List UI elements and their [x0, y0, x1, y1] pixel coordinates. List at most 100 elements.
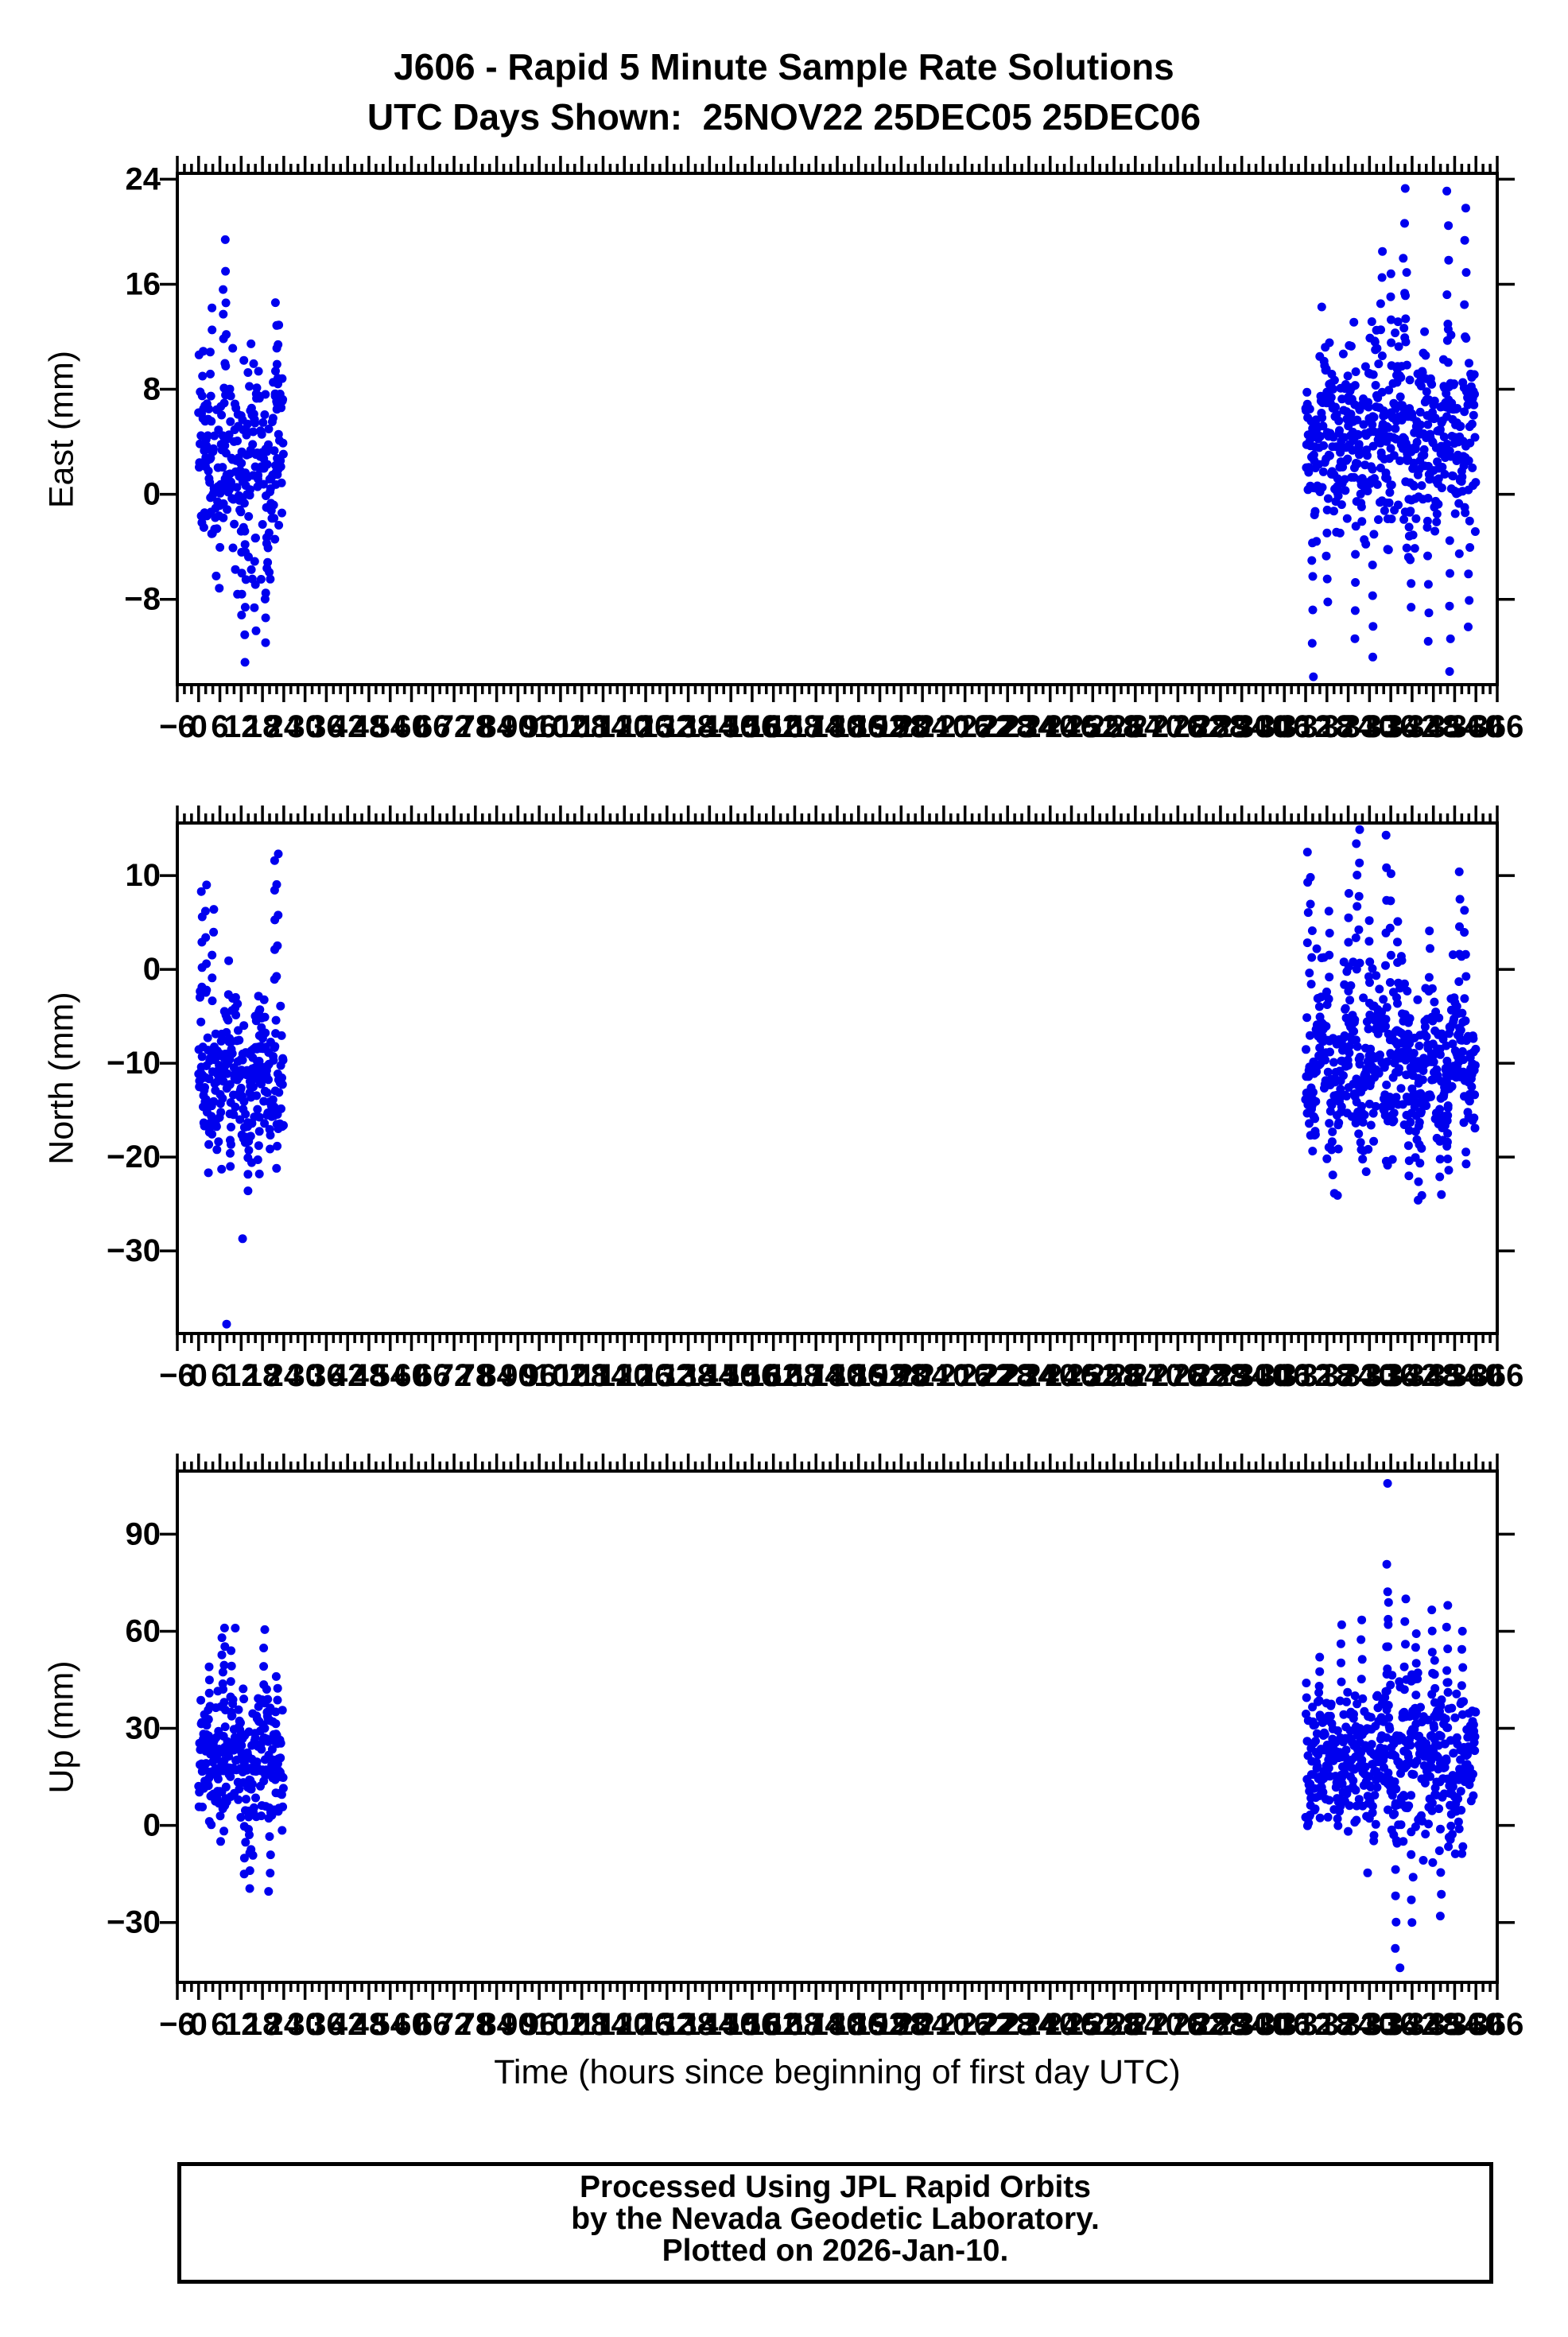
up-xtick-label: 354: [1428, 2007, 1481, 2042]
up-xtick-label: 36: [309, 2007, 344, 2042]
north-xtick-label: 324: [1322, 1358, 1375, 1393]
up-xtick-label: 198: [875, 2007, 928, 2042]
east-ticks: [160, 156, 1515, 702]
up-xtick-label: 120: [598, 2007, 651, 2042]
up-xtick-label: 12: [223, 2007, 259, 2042]
up-xtick-label: 288: [1194, 2007, 1248, 2042]
north-xtick-label: 54: [372, 1358, 408, 1393]
north-xtick-label: 30: [287, 1358, 323, 1393]
north-scatter-points: [194, 825, 1481, 1329]
east-ytick-label: 24: [126, 161, 161, 196]
north-xtick-label: 252: [1066, 1358, 1120, 1393]
up-xtick-label: 210: [917, 2007, 970, 2042]
north-xtick-label: 360: [1450, 1358, 1503, 1393]
east-xtick-label: 0: [190, 709, 208, 744]
chart-subtitle: UTC Days Shown: 25NOV22 25DEC05 25DEC06: [367, 96, 1201, 138]
east-xtick-label: 48: [351, 709, 387, 744]
up-xtick-label: 102: [534, 2007, 588, 2042]
east-xtick-label: 222: [960, 709, 1013, 744]
east-xtick-label: 54: [372, 709, 408, 744]
east-xtick-label: 168: [768, 709, 821, 744]
north-xtick-label: 96: [522, 1358, 557, 1393]
north-plot: 100−10−20−30−60 6121824303642485460667278…: [107, 806, 1523, 1393]
east-xtick-label: 90: [500, 709, 536, 744]
north-xtick-label: 150: [704, 1358, 758, 1393]
up-xtick-label: 42: [330, 2007, 366, 2042]
east-xtick-label: 6: [211, 709, 228, 744]
north-xtick-label: 216: [938, 1358, 992, 1393]
east-xtick-label: 294: [1215, 709, 1268, 744]
east-xtick-label: 102: [534, 709, 588, 744]
up-xtick-label: 144: [683, 2007, 736, 2042]
east-ytick-label: 8: [143, 372, 161, 407]
north-xtick-label: 78: [458, 1358, 494, 1393]
north-xtick-label: 18: [245, 1358, 281, 1393]
footer-line-1: Processed Using JPL Rapid Orbits: [580, 2170, 1091, 2204]
north-xtick-label: 192: [853, 1358, 906, 1393]
north-xtick-label: 354: [1428, 1358, 1481, 1393]
up-xtick-label: 204: [896, 2007, 949, 2042]
footer-text: Processed Using JPL Rapid Orbits by the …: [181, 2166, 1489, 2267]
up-xtick-label: 150: [704, 2007, 758, 2042]
north-xtick-label: 240: [1023, 1358, 1077, 1393]
east-xtick-label: 234: [1003, 709, 1056, 744]
north-xtick-label: 126: [619, 1358, 673, 1393]
north-xtick-label: 174: [790, 1358, 843, 1393]
north-xtick-label: 366: [1471, 1358, 1524, 1393]
up-xtick-label: 168: [768, 2007, 821, 2042]
north-xtick-label: 342: [1386, 1358, 1439, 1393]
east-xtick-label: 96: [522, 709, 557, 744]
up-xtick-label: 342: [1386, 2007, 1439, 2042]
up-xtick-label: 0: [190, 2007, 208, 2042]
north-xtick-label: 66: [415, 1358, 451, 1393]
north-xtick-label: 294: [1215, 1358, 1268, 1393]
east-xtick-label: 318: [1300, 709, 1353, 744]
east-xtick-label: 138: [662, 709, 715, 744]
east-ytick-label: 0: [143, 477, 161, 512]
north-xtick-label: 330: [1343, 1358, 1396, 1393]
north-xtick-label: −6: [159, 1358, 196, 1393]
up-xtick-label: 96: [522, 2007, 557, 2042]
east-xtick-label: 300: [1236, 709, 1290, 744]
north-ytick-label: −10: [107, 1046, 161, 1081]
east-xtick-label: 276: [1151, 709, 1205, 744]
up-xtick-label: 60: [394, 2007, 429, 2042]
up-ticks: [160, 1454, 1515, 2000]
up-xtick-label: 216: [938, 2007, 992, 2042]
up-xtick-label: 240: [1023, 2007, 1077, 2042]
east-xtick-label: 366: [1471, 709, 1524, 744]
east-xtick-label: 246: [1045, 709, 1098, 744]
east-xtick-label: 144: [683, 709, 736, 744]
north-xtick-label: 282: [1173, 1358, 1226, 1393]
east-xtick-label: 150: [704, 709, 758, 744]
up-scatter-points: [194, 1479, 1481, 1973]
up-xtick-label: 174: [790, 2007, 843, 2042]
east-xtick-label: 312: [1279, 709, 1333, 744]
east-xtick-label: 282: [1173, 709, 1226, 744]
north-xtick-label: 348: [1407, 1358, 1460, 1393]
east-xtick-label: 108: [555, 709, 608, 744]
north-xtick-label: 198: [875, 1358, 928, 1393]
up-xtick-label: 360: [1450, 2007, 1503, 2042]
up-ytick-label: 90: [126, 1516, 161, 1551]
north-xtick-label: 108: [555, 1358, 608, 1393]
east-scatter-points: [194, 184, 1481, 681]
north-xtick-label: 228: [981, 1358, 1034, 1393]
north-xtick-label: 60: [394, 1358, 429, 1393]
up-xtick-label: 282: [1173, 2007, 1226, 2042]
north-xtick-label: 168: [768, 1358, 821, 1393]
north-frame: [176, 821, 1499, 1335]
east-xtick-label: 36: [309, 709, 344, 744]
east-xtick-label: 126: [619, 709, 673, 744]
up-xtick-label: 324: [1322, 2007, 1375, 2042]
east-xtick-label: 306: [1258, 709, 1311, 744]
up-xtick-label: 108: [555, 2007, 608, 2042]
east-ytick-label: −8: [124, 582, 161, 617]
up-xtick-label: 156: [726, 2007, 779, 2042]
north-xtick-label: 288: [1194, 1358, 1248, 1393]
east-xtick-label: 60: [394, 709, 429, 744]
